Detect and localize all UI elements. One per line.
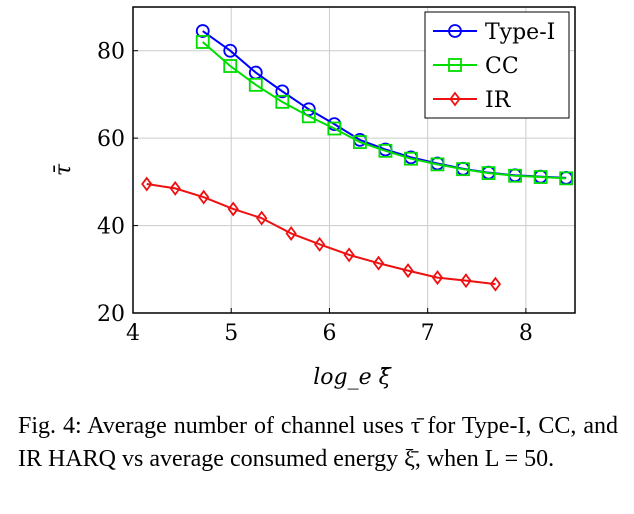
data-point: [343, 247, 355, 263]
y-axis-label: τ̄: [51, 163, 76, 176]
data-point: [141, 176, 153, 192]
series-line: [202, 41, 567, 180]
chart-area: 4 5 6 7 8 20 40 60 80 Type-I CC IR τ̄ log_e ξ̄: [51, 6, 576, 390]
legend-entry: IR: [433, 88, 512, 113]
y-tick-label: 40: [97, 215, 125, 240]
legend-entry: Type-I: [433, 20, 555, 45]
x-tick-label: 5: [224, 321, 238, 346]
legend-label: CC: [485, 54, 519, 79]
data-point: [313, 236, 326, 252]
series-layer: [141, 24, 574, 292]
data-point: [248, 77, 263, 92]
data-point: [402, 263, 414, 279]
data-point: [195, 24, 210, 38]
legend-entry: CC: [433, 54, 519, 79]
y-tick-label: 60: [97, 127, 125, 152]
data-point: [352, 135, 367, 149]
x-axis-label: log_e ξ̄: [313, 365, 392, 390]
plot-frame: [132, 6, 576, 314]
x-tick-label: 8: [519, 321, 533, 346]
data-point: [431, 270, 444, 286]
data-point: [460, 273, 472, 289]
data-point: [223, 43, 238, 58]
legend-marker: [448, 58, 462, 72]
data-point: [169, 180, 181, 196]
data-point: [285, 225, 297, 241]
legend-label: IR: [485, 88, 512, 113]
legend-marker: [449, 91, 461, 107]
data-point: [275, 84, 290, 99]
data-point: [301, 109, 316, 124]
y-tick-label: 80: [97, 40, 125, 65]
data-point: [481, 166, 496, 181]
x-tick-label: 7: [421, 321, 435, 346]
data-point: [198, 189, 210, 205]
data-point: [256, 210, 268, 226]
data-point: [223, 59, 238, 73]
legend-marker: [448, 24, 462, 38]
series-line: [146, 183, 496, 286]
tick-labels: 4 5 6 7 8 20 40 60 80: [97, 40, 533, 346]
data-point: [372, 255, 385, 271]
data-point: [378, 143, 393, 158]
x-tick-label: 6: [322, 321, 336, 346]
data-point: [275, 94, 290, 109]
data-point: [456, 162, 470, 177]
data-point: [430, 157, 445, 172]
data-point: [227, 201, 239, 217]
y-tick-label: 20: [97, 302, 125, 327]
figure-caption: Fig. 4: Average number of channel uses τ…: [18, 413, 618, 472]
data-point: [533, 170, 548, 184]
data-point: [508, 168, 522, 183]
data-point: [404, 151, 418, 166]
data-point: [489, 276, 502, 292]
x-tick-label: 4: [126, 321, 140, 346]
series-ir: [141, 176, 502, 292]
legend: Type-I CC IR: [424, 11, 570, 119]
data-point: [195, 35, 210, 49]
series-cc: [195, 35, 574, 186]
data-point: [327, 121, 342, 136]
legend-label: Type-I: [485, 20, 555, 45]
data-point: [559, 171, 574, 186]
